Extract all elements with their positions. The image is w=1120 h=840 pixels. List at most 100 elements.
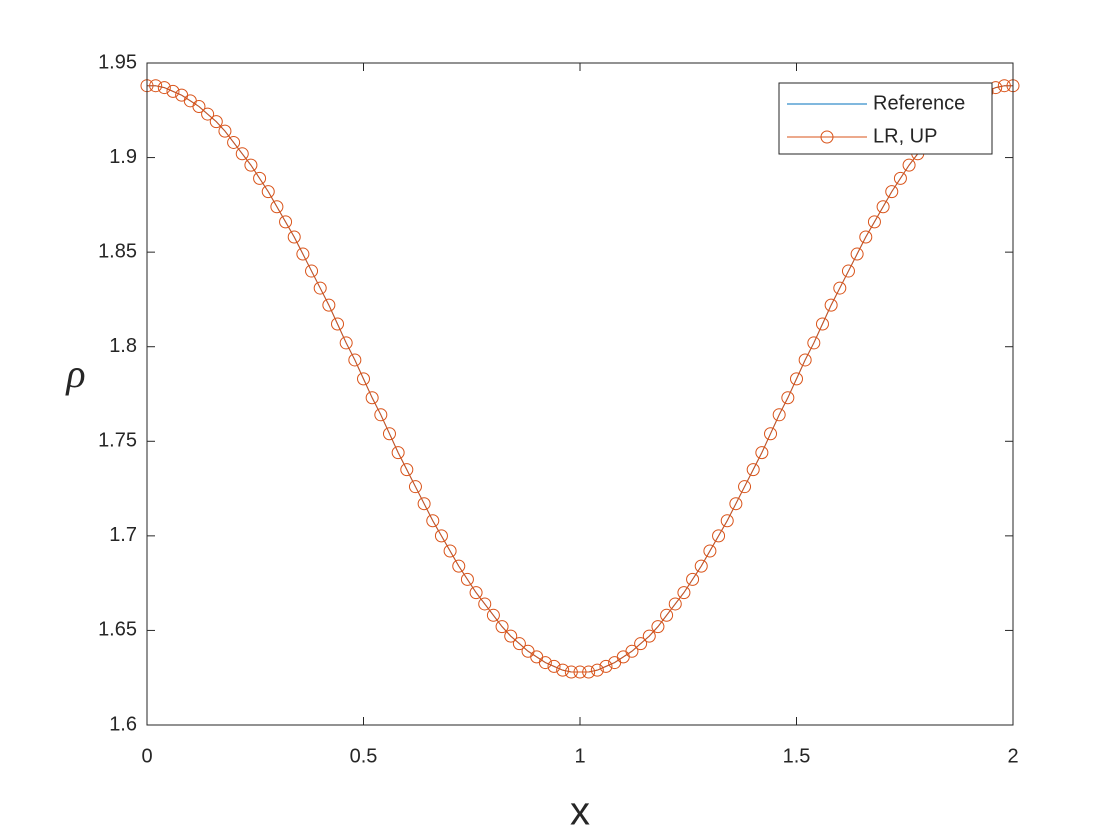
marker: [270, 200, 284, 214]
y-tick-label: 1.95: [98, 51, 137, 73]
x-tick-label: 0: [141, 745, 152, 767]
marker: [556, 663, 570, 677]
marker: [296, 247, 310, 261]
marker: [694, 559, 708, 573]
marker: [686, 572, 700, 586]
y-tick-label: 1.6: [109, 713, 137, 735]
legend-label: LR, UP: [873, 125, 937, 147]
marker: [677, 586, 691, 600]
marker: [841, 264, 855, 278]
marker: [512, 637, 526, 651]
marker: [357, 372, 370, 386]
marker: [824, 298, 838, 312]
marker: [867, 215, 881, 229]
marker: [209, 115, 223, 129]
marker: [798, 353, 812, 367]
marker: [478, 597, 492, 611]
marker: [876, 200, 890, 214]
x-tick-label: 0.5: [350, 745, 378, 767]
marker: [625, 644, 639, 658]
marker: [997, 79, 1011, 93]
x-tick-label: 1: [574, 745, 585, 767]
marker: [738, 480, 752, 494]
y-tick-label: 1.85: [98, 240, 137, 262]
marker: [279, 215, 293, 229]
legend-label: Reference: [873, 92, 965, 114]
marker: [469, 586, 483, 600]
marker: [651, 620, 665, 634]
marker: [374, 408, 388, 422]
marker: [590, 663, 604, 677]
marker: [157, 81, 171, 95]
marker: [807, 336, 821, 350]
marker: [382, 427, 396, 441]
marker: [322, 298, 336, 312]
marker: [885, 185, 899, 199]
marker: [790, 372, 803, 386]
marker: [218, 124, 232, 138]
marker: [313, 281, 327, 295]
marker: [192, 100, 206, 114]
marker: [227, 135, 241, 149]
marker: [391, 446, 405, 460]
marker: [547, 659, 561, 673]
marker: [408, 480, 422, 494]
y-tick-label: 1.8: [109, 335, 137, 357]
marker: [746, 463, 760, 477]
marker: [703, 544, 717, 558]
marker: [538, 656, 552, 670]
marker: [815, 317, 829, 331]
marker: [712, 529, 726, 543]
marker: [244, 158, 258, 172]
marker: [339, 336, 353, 350]
marker: [729, 497, 743, 511]
marker: [764, 427, 778, 441]
marker: [253, 171, 267, 185]
y-tick-label: 1.65: [98, 619, 137, 641]
marker: [859, 230, 873, 244]
marker: [573, 665, 587, 679]
marker: [902, 158, 916, 172]
marker: [166, 84, 180, 98]
marker: [599, 659, 613, 673]
y-tick-label: 1.9: [109, 146, 137, 168]
marker: [426, 514, 440, 528]
marker: [781, 391, 795, 405]
marker: [564, 665, 578, 679]
marker: [833, 281, 847, 295]
marker: [305, 264, 319, 278]
marker: [452, 559, 466, 573]
marker: [504, 629, 518, 643]
x-axis-label: x: [570, 790, 590, 834]
marker: [201, 107, 215, 121]
x-tick-label: 2: [1007, 745, 1018, 767]
marker: [261, 185, 275, 199]
marker: [365, 391, 379, 405]
marker: [486, 608, 500, 622]
marker: [443, 544, 457, 558]
marker: [850, 247, 864, 261]
y-tick-label: 1.7: [109, 524, 137, 546]
marker: [755, 446, 769, 460]
marker: [235, 147, 249, 161]
marker: [634, 637, 648, 651]
marker: [287, 230, 301, 244]
marker: [434, 529, 448, 543]
y-axis-label: ρ: [64, 351, 85, 396]
marker: [772, 408, 786, 422]
marker: [668, 597, 682, 611]
marker: [582, 665, 596, 679]
marker: [400, 463, 414, 477]
marker: [642, 629, 656, 643]
y-tick-label: 1.75: [98, 430, 137, 452]
legend-marker: [820, 130, 834, 144]
marker: [460, 572, 474, 586]
marker: [660, 608, 674, 622]
marker: [893, 171, 907, 185]
axes-frame: [146, 62, 1014, 726]
legend-box: [778, 82, 993, 155]
marker: [331, 317, 345, 331]
x-tick-label: 1.5: [783, 745, 811, 767]
marker: [720, 514, 734, 528]
